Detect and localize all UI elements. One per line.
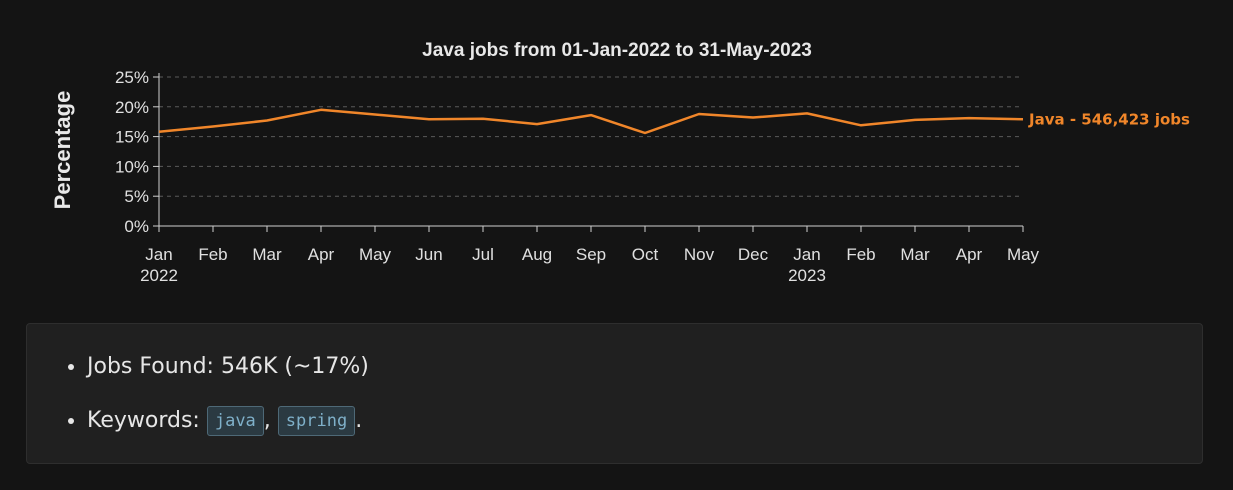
keyword-badge-spring[interactable]: spring	[277, 406, 356, 436]
chart-title: Java jobs from 01-Jan-2022 to 31-May-202…	[422, 40, 812, 61]
y-tick-label: 5%	[124, 187, 149, 206]
x-tick-label: Apr	[956, 245, 983, 264]
summary-panel: Jobs Found: 546K (~17%) Keywords: java, …	[26, 323, 1203, 464]
x-tick-label: May	[1007, 245, 1040, 264]
y-tick-label: 10%	[115, 157, 149, 176]
y-axis-label: Percentage	[50, 91, 75, 210]
chart-area: Java jobs from 01-Jan-2022 to 31-May-202…	[50, 40, 1190, 285]
y-tick-label: 15%	[115, 128, 149, 147]
x-tick-label: Nov	[684, 245, 715, 264]
x-tick-label: Sep	[576, 245, 606, 264]
jobs-found-item: Jobs Found: 546K (~17%)	[87, 352, 369, 382]
x-tick-label: Oct	[632, 245, 659, 264]
x-tick-labels: Jan 2022 Feb Mar Apr May Jun Jul Aug Sep Oct Nov Dec…	[140, 245, 1039, 285]
keywords-item: Keywords: java, spring.	[87, 406, 362, 436]
series-end-label: Java - 546,423 jobs	[1028, 110, 1190, 128]
x-tick-label: Aug	[522, 245, 552, 264]
x-tick-label: Mar	[900, 245, 930, 264]
x-tick-label: Jan	[145, 245, 172, 264]
jobs-found-text: Jobs Found: 546K (~17%)	[87, 354, 369, 379]
keyword-terminator: .	[355, 408, 363, 433]
x-tick-label: Feb	[198, 245, 227, 264]
series-lines: Java - 546,423 jobs	[158, 108, 1190, 135]
x-tick-label: Apr	[308, 245, 335, 264]
java-jobs-line-chart: Java jobs from 01-Jan-2022 to 31-May-202…	[50, 40, 1190, 285]
x-tick-label: May	[359, 245, 392, 264]
x-tick-label: Mar	[252, 245, 282, 264]
series-line-java	[158, 108, 1024, 135]
y-tick-label: 20%	[115, 98, 149, 117]
keyword-badge-java[interactable]: java	[206, 406, 264, 436]
y-tick-labels: 0% 5% 10% 15% 20% 25%	[115, 68, 149, 236]
x-tick-year-label: 2022	[140, 266, 178, 285]
x-tick-year-label: 2023	[788, 266, 826, 285]
x-tick-label: Dec	[738, 245, 769, 264]
x-tick-label: Jul	[472, 245, 494, 264]
keyword-separator: ,	[263, 408, 271, 433]
y-tick-label: 0%	[124, 217, 149, 236]
grid-lines	[159, 76, 1023, 197]
x-tick-label: Feb	[846, 245, 875, 264]
y-tick-label: 25%	[115, 68, 149, 87]
keywords-label: Keywords:	[87, 408, 207, 433]
axes	[153, 73, 1024, 232]
x-tick-label: Jun	[415, 245, 442, 264]
x-tick-label: Jan	[793, 245, 820, 264]
